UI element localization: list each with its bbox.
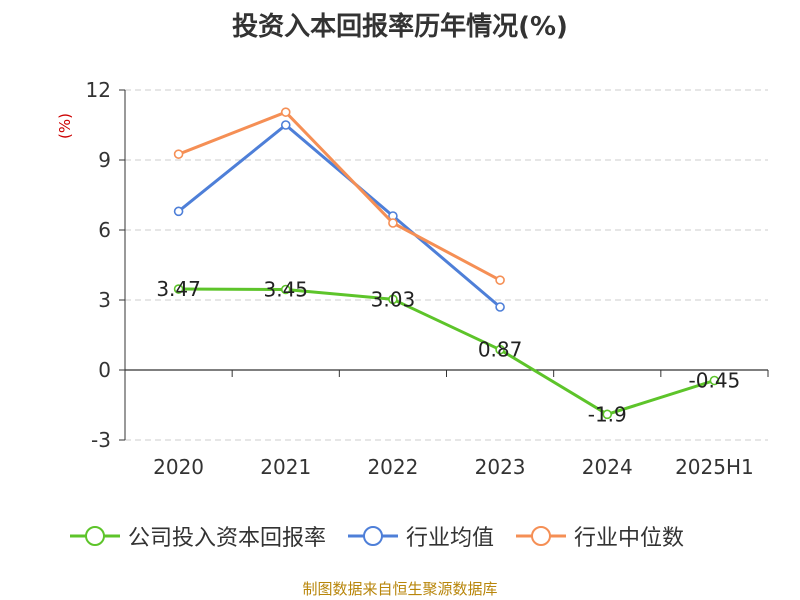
data-point	[280, 284, 291, 295]
data-point	[280, 120, 291, 130]
x-tick-label: 2023	[475, 455, 526, 479]
data-point	[173, 284, 184, 294]
data-point	[388, 218, 398, 228]
data-label: 3.45	[263, 278, 308, 302]
y-tick-label: 9	[98, 148, 111, 172]
y-tick-label: -3	[91, 428, 111, 452]
legend-marker-industry-median-icon	[516, 526, 567, 546]
series-line-2	[178, 110, 501, 282]
x-tick-label: 2020	[153, 455, 204, 479]
legend-label-industry-median: 行业中位数	[574, 526, 685, 551]
y-tick-label: 0	[98, 358, 111, 382]
chart-title: 投资入本回报率历年情况(%)	[232, 12, 568, 42]
data-point	[495, 275, 505, 285]
x-tick-label: 2022	[367, 455, 418, 479]
legend-item-industry-mean[interactable]: 行业均值	[348, 520, 494, 552]
data-label: -0.45	[689, 369, 741, 393]
y-tick-label: 6	[98, 218, 111, 242]
data-point	[495, 302, 505, 312]
series-line-1	[177, 123, 502, 309]
series-line-0	[178, 287, 715, 416]
data-label: 3.47	[156, 277, 201, 301]
legend: 公司投入资本回报率 行业均值 行业中位数	[70, 520, 684, 552]
data-label: 3.03	[371, 287, 416, 311]
legend-marker-industry-mean-icon	[348, 526, 399, 546]
data-point	[173, 149, 184, 159]
legend-item-industry-median[interactable]: 行业中位数	[516, 520, 684, 552]
legend-label-company: 公司投入资本回报率	[128, 526, 327, 551]
legend-marker-company-icon	[70, 526, 120, 546]
x-tick-label: 2024	[582, 455, 633, 479]
data-point	[602, 409, 613, 420]
x-tick-label: 2025H1	[675, 455, 754, 479]
source-note: 制图数据来自恒生聚源数据库	[302, 580, 498, 598]
legend-label-industry-mean: 行业均值	[406, 526, 495, 551]
data-point	[709, 375, 720, 386]
legend-item-company[interactable]: 公司投入资本回报率	[70, 520, 326, 552]
y-tick-label: 3	[98, 288, 111, 312]
data-label: -1.9	[588, 402, 627, 426]
data-point	[388, 294, 398, 305]
data-point	[280, 107, 291, 117]
data-label: 0.87	[478, 338, 523, 362]
data-point	[173, 206, 184, 217]
y-tick-label: 12	[86, 78, 111, 102]
y-axis-label: (%)	[56, 113, 74, 139]
x-tick-label: 2021	[260, 455, 311, 479]
data-point	[495, 344, 505, 355]
